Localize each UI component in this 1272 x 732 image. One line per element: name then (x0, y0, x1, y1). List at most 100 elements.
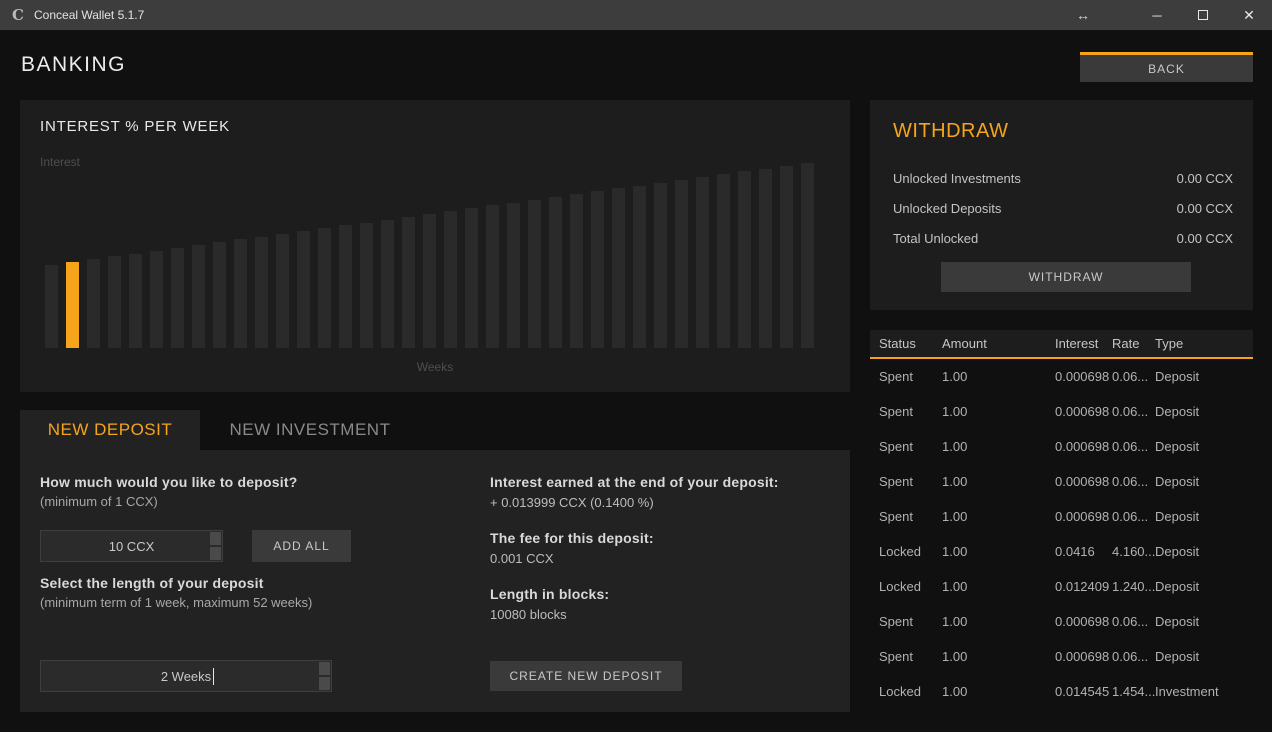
table-cell: Deposit (1155, 439, 1200, 454)
table-cell: 1.00 (942, 684, 968, 699)
table-cell: 0.06... (1112, 474, 1149, 489)
table-cell: Deposit (1155, 614, 1200, 629)
table-cell: 0.0416 (1055, 544, 1095, 559)
length-step-up-button[interactable] (318, 661, 331, 676)
blocks-label: Length in blocks: (490, 586, 610, 602)
balance-value: 0.00 CCX (1176, 230, 1233, 246)
balance-label: Unlocked Investments (893, 170, 1021, 186)
table-cell: 1.240... (1112, 579, 1155, 594)
text-caret (213, 668, 214, 685)
interest-bar-week-10 (234, 239, 247, 348)
amount-hint: (minimum of 1 CCX) (40, 494, 158, 509)
interest-bar-week-6 (150, 251, 163, 348)
table-row[interactable]: Locked 1.00 0.0416 4.160... Deposit (870, 534, 1253, 569)
interest-bar-week-2 (66, 262, 79, 348)
table-cell: 0.06... (1112, 369, 1149, 384)
app-logo-icon: C (12, 6, 24, 24)
table-row[interactable]: Spent 1.00 0.000698 0.06... Deposit (870, 394, 1253, 429)
table-cell: 1.454... (1112, 684, 1155, 699)
table-cell: Spent (879, 649, 913, 664)
chart-x-axis-label: Weeks (416, 360, 454, 374)
table-cell: 1.00 (942, 404, 968, 419)
interest-bar-week-26 (570, 194, 583, 348)
table-row[interactable]: Spent 1.00 0.000698 0.06... Deposit (870, 639, 1253, 674)
interest-bar-week-11 (255, 237, 268, 348)
table-cell: 0.06... (1112, 509, 1149, 524)
column-header-status: Status (879, 336, 916, 351)
balance-value: 0.00 CCX (1176, 200, 1233, 216)
deposit-length-input[interactable] (41, 661, 331, 691)
maximize-icon (1198, 10, 1208, 20)
length-stepper (318, 661, 331, 691)
table-cell: Locked (879, 544, 921, 559)
interest-bar-week-29 (633, 186, 646, 348)
minimize-button[interactable]: ─ (1152, 7, 1162, 23)
column-header-interest: Interest (1055, 336, 1099, 351)
maximize-button[interactable] (1180, 0, 1226, 30)
deposit-amount-input[interactable] (41, 531, 222, 561)
table-row[interactable]: Locked 1.00 0.012409 1.240... Deposit (870, 569, 1253, 604)
interest-bar-week-9 (213, 242, 226, 348)
withdraw-button[interactable]: WITHDRAW (941, 262, 1191, 292)
table-cell: Spent (879, 614, 913, 629)
table-cell: 0.06... (1112, 404, 1149, 419)
interest-bar-week-27 (591, 191, 604, 348)
column-header-type: Type (1155, 336, 1184, 351)
table-row[interactable]: Spent 1.00 0.000698 0.06... Deposit (870, 464, 1253, 499)
table-cell: 0.000698 (1055, 509, 1110, 524)
interest-bar-week-13 (297, 231, 310, 348)
interest-bar-week-34 (738, 171, 751, 348)
length-question-label: Select the length of your deposit (40, 575, 264, 591)
interest-bar-week-30 (654, 183, 667, 348)
table-row[interactable]: Spent 1.00 0.000698 0.06... Deposit (870, 499, 1253, 534)
deposit-amount-field-wrap (40, 530, 223, 562)
table-row[interactable]: Spent 1.00 0.000698 0.06... Deposit (870, 604, 1253, 639)
table-row[interactable]: Spent 1.00 0.000698 0.06... Deposit (870, 359, 1253, 394)
deposits-table: Status Amount Interest Rate Type Spent 1.00 0.… (870, 330, 1253, 709)
table-cell: Locked (879, 579, 921, 594)
table-cell: 4.160... (1112, 544, 1155, 559)
tab-new-investment[interactable]: NEW INVESTMENT (229, 420, 391, 439)
table-cell: Deposit (1155, 579, 1200, 594)
interest-bar-week-24 (528, 200, 541, 348)
length-step-down-button[interactable] (318, 676, 331, 691)
interest-bar-week-8 (192, 245, 205, 348)
interest-bar-week-28 (612, 188, 625, 348)
amount-step-down-button[interactable] (209, 546, 222, 561)
interest-chart-panel: INTEREST % PER WEEK Interest Weeks (20, 100, 850, 392)
table-row[interactable]: Spent 1.00 0.000698 0.06... Deposit (870, 429, 1253, 464)
table-row[interactable]: Locked 1.00 0.014545 1.454... Investment (870, 674, 1253, 709)
column-header-rate: Rate (1112, 336, 1140, 351)
table-cell: 0.06... (1112, 649, 1149, 664)
interest-bar-week-7 (171, 248, 184, 348)
table-cell: Deposit (1155, 404, 1200, 419)
deposit-length-field-wrap (40, 660, 332, 692)
withdraw-panel: WITHDRAW Unlocked Investments 0.00 CCX Unl… (870, 100, 1253, 310)
table-cell: 0.06... (1112, 439, 1149, 454)
interest-bar-week-23 (507, 203, 520, 348)
interest-bar-week-19 (423, 214, 436, 348)
withdraw-balances: Unlocked Investments 0.00 CCX Unlocked Dep… (893, 163, 1233, 253)
interest-bar-week-17 (381, 220, 394, 348)
interest-bar-week-14 (318, 228, 331, 348)
interest-earned-label: Interest earned at the end of your depos… (490, 474, 779, 490)
table-cell: 1.00 (942, 614, 968, 629)
amount-step-up-button[interactable] (209, 531, 222, 546)
back-button[interactable]: BACK (1080, 52, 1253, 82)
fee-label: The fee for this deposit: (490, 530, 654, 546)
close-button[interactable]: ✕ (1243, 6, 1255, 23)
interest-bar-week-22 (486, 205, 499, 348)
interest-bar-week-12 (276, 234, 289, 348)
tab-new-deposit[interactable]: NEW DEPOSIT (20, 410, 200, 450)
table-cell: Locked (879, 684, 921, 699)
balance-value: 0.00 CCX (1176, 170, 1233, 186)
table-cell: 1.00 (942, 649, 968, 664)
withdraw-balance-row: Unlocked Investments 0.00 CCX (893, 163, 1233, 193)
table-cell: Investment (1155, 684, 1219, 699)
interest-bar-week-16 (360, 223, 373, 348)
page-title: BANKING (21, 53, 127, 76)
add-all-button[interactable]: ADD ALL (252, 530, 351, 562)
create-new-deposit-button[interactable]: CREATE NEW DEPOSIT (490, 661, 682, 691)
interest-bar-week-31 (675, 180, 688, 348)
resize-arrows-icon: ↔ (1076, 7, 1090, 23)
